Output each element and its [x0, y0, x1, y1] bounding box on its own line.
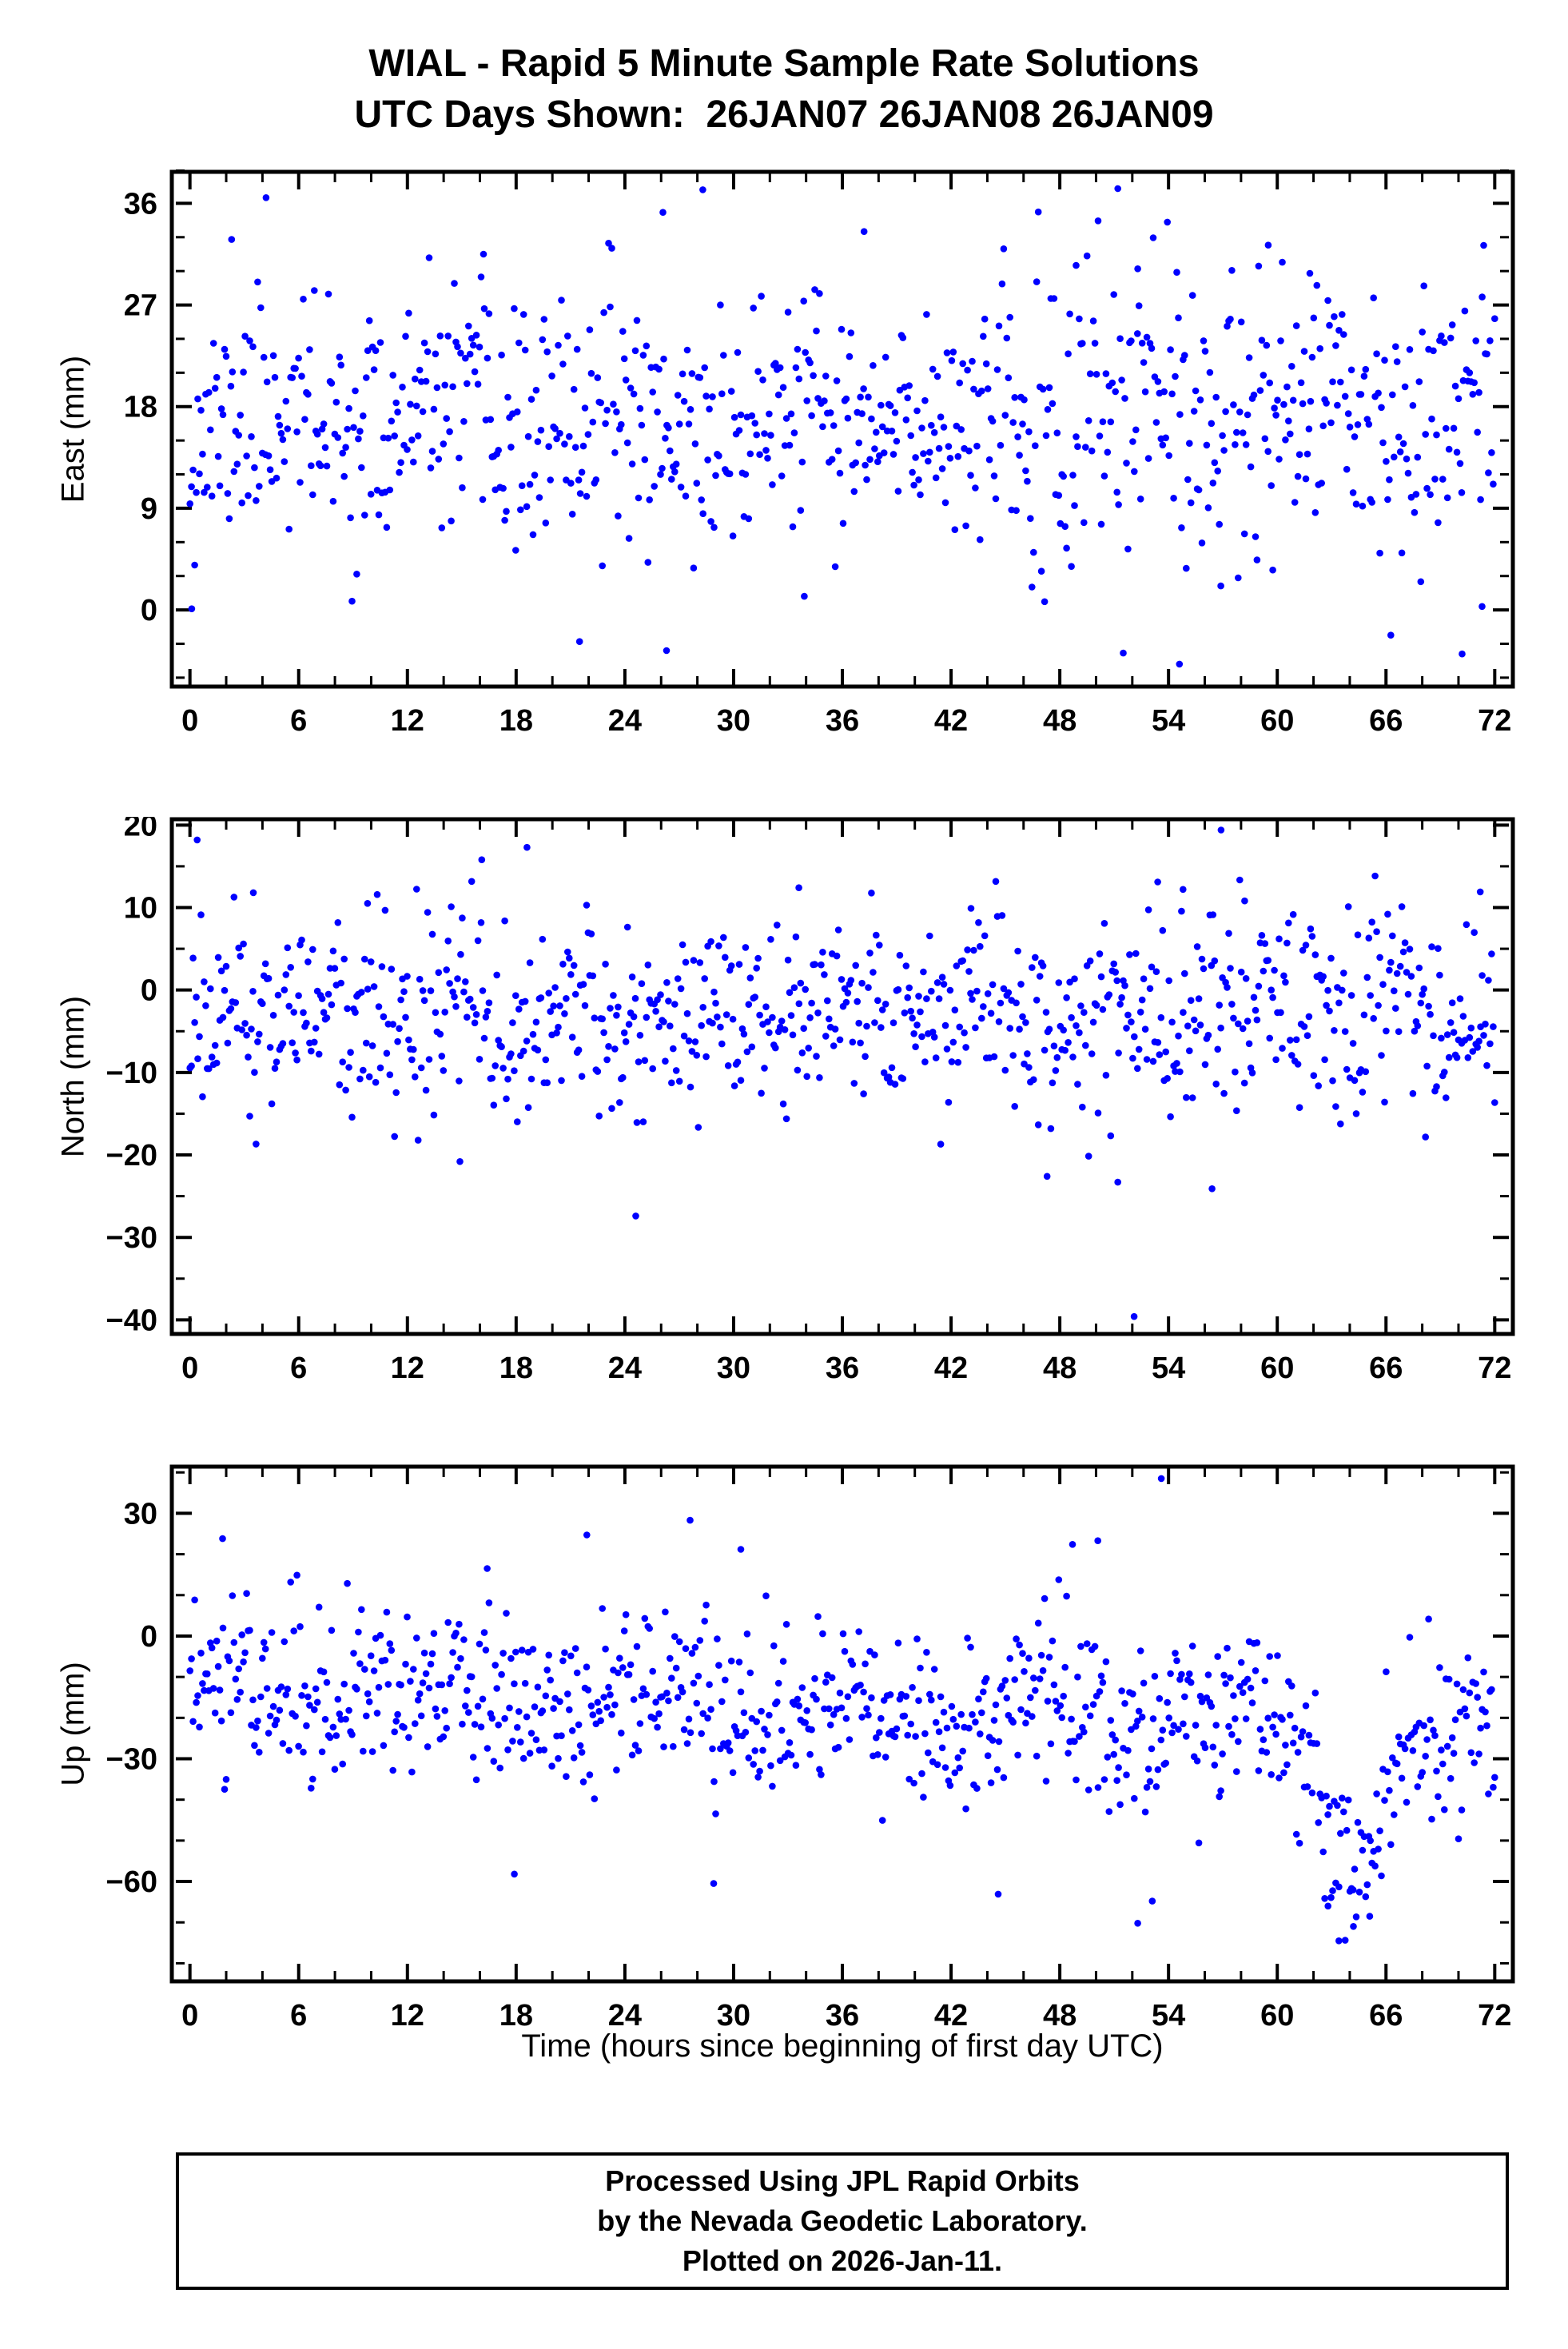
svg-text:48: 48 — [1043, 1999, 1077, 2032]
svg-text:12: 12 — [391, 704, 424, 738]
chart-title-line1: WIAL - Rapid 5 Minute Sample Rate Soluti… — [368, 42, 1200, 85]
up-scatter-svg: 0 6 12 18 24 30 36 42 48 54 60 66 72 −60 −30 0 30 — [106, 1464, 1515, 2032]
svg-text:6: 6 — [290, 704, 307, 738]
svg-text:54: 54 — [1152, 1352, 1185, 1385]
svg-text:30: 30 — [717, 1999, 750, 2032]
chart-title-line2: UTC Days Shown: 26JAN07 26JAN08 26JAN09 — [354, 94, 1214, 136]
plot-frame — [169, 169, 1515, 689]
east-scatter-panel: 0 6 12 18 24 30 36 42 48 54 60 66 72 0 9 18 27 36 — [0, 168, 1568, 757]
svg-text:9: 9 — [141, 492, 157, 526]
svg-text:−30: −30 — [106, 1743, 157, 1777]
svg-text:0: 0 — [141, 974, 157, 1008]
svg-text:72: 72 — [1478, 1352, 1511, 1385]
svg-text:−20: −20 — [106, 1139, 157, 1173]
svg-text:27: 27 — [124, 289, 157, 323]
axis-ticks — [176, 168, 1509, 685]
svg-text:60: 60 — [1260, 704, 1294, 738]
svg-text:24: 24 — [608, 1352, 642, 1385]
svg-text:48: 48 — [1043, 1352, 1077, 1385]
svg-text:−30: −30 — [106, 1221, 157, 1255]
east-scatter-svg: 0 6 12 18 24 30 36 42 48 54 60 66 72 0 9 18 27 36 — [124, 168, 1515, 738]
svg-text:−60: −60 — [106, 1865, 157, 1899]
svg-text:30: 30 — [124, 1497, 157, 1531]
axis-ticks — [176, 821, 1509, 1332]
svg-text:66: 66 — [1369, 704, 1403, 738]
svg-text:6: 6 — [290, 1352, 307, 1385]
tick-labels: 0 6 12 18 24 30 36 42 48 54 60 66 72 −40 −30 −20 −10 0 10 2… — [106, 809, 1512, 1385]
svg-text:0: 0 — [181, 1352, 198, 1385]
svg-text:24: 24 — [608, 704, 642, 738]
svg-text:30: 30 — [717, 704, 750, 738]
east-axis-label: East (mm) — [55, 355, 91, 504]
up-axis-label: Up (mm) — [55, 1662, 91, 1786]
svg-text:54: 54 — [1152, 1999, 1185, 2032]
scatter-points — [186, 1475, 1498, 1945]
svg-text:72: 72 — [1478, 1999, 1511, 2032]
svg-text:0: 0 — [181, 704, 198, 738]
svg-text:12: 12 — [391, 1352, 424, 1385]
svg-text:42: 42 — [934, 1352, 968, 1385]
svg-text:18: 18 — [499, 1999, 533, 2032]
svg-text:42: 42 — [934, 704, 968, 738]
plot-frame — [169, 1464, 1515, 1984]
svg-text:66: 66 — [1369, 1999, 1403, 2032]
svg-text:66: 66 — [1369, 1352, 1403, 1385]
svg-text:60: 60 — [1260, 1352, 1294, 1385]
svg-text:18: 18 — [499, 1352, 533, 1385]
footer-line3: Plotted on 2026-Jan-11. — [682, 2244, 1003, 2277]
scatter-points — [186, 185, 1498, 668]
svg-text:10: 10 — [124, 891, 157, 925]
svg-text:60: 60 — [1260, 1999, 1294, 2032]
svg-text:72: 72 — [1478, 704, 1511, 738]
svg-text:36: 36 — [826, 704, 859, 738]
svg-text:18: 18 — [499, 704, 533, 738]
footer-line1: Processed Using JPL Rapid Orbits — [605, 2164, 1080, 2197]
svg-text:−40: −40 — [106, 1304, 157, 1337]
svg-text:48: 48 — [1043, 704, 1077, 738]
x-axis-label: Time (hours since beginning of first day… — [521, 2029, 1164, 2064]
north-axis-label: North (mm) — [55, 995, 91, 1158]
footer-line2: by the Nevada Geodetic Laboratory. — [597, 2204, 1088, 2237]
svg-text:12: 12 — [391, 1999, 424, 2032]
north-scatter-panel: 0 6 12 18 24 30 36 42 48 54 60 66 72 −40 −30 −20 −10 0 10 2… — [0, 809, 1568, 1404]
svg-text:54: 54 — [1152, 704, 1185, 738]
svg-text:36: 36 — [826, 1999, 859, 2032]
svg-text:36: 36 — [124, 187, 157, 221]
footer-box: Processed Using JPL Rapid Orbits by the … — [176, 2152, 1509, 2290]
axis-ticks — [176, 1468, 1509, 1980]
svg-text:36: 36 — [826, 1352, 859, 1385]
scatter-points — [186, 826, 1498, 1320]
svg-text:18: 18 — [124, 391, 157, 424]
up-scatter-panel: 0 6 12 18 24 30 36 42 48 54 60 66 72 −60 −30 0 30 — [0, 1464, 1568, 2052]
svg-text:0: 0 — [141, 594, 157, 627]
svg-text:0: 0 — [141, 1620, 157, 1654]
svg-text:0: 0 — [181, 1999, 198, 2032]
plot-frame — [169, 817, 1515, 1336]
svg-text:−10: −10 — [106, 1057, 157, 1090]
svg-text:20: 20 — [124, 817, 157, 842]
svg-text:6: 6 — [290, 1999, 307, 2032]
svg-text:24: 24 — [608, 1999, 642, 2032]
tick-labels: 0 6 12 18 24 30 36 42 48 54 60 66 72 −60 −30 0 30 — [106, 1497, 1512, 2032]
tick-labels: 0 6 12 18 24 30 36 42 48 54 60 66 72 0 9 18 27 36 — [124, 187, 1512, 738]
svg-text:30: 30 — [717, 1352, 750, 1385]
svg-text:42: 42 — [934, 1999, 968, 2032]
north-scatter-svg: 0 6 12 18 24 30 36 42 48 54 60 66 72 −40 −30 −20 −10 0 10 2… — [106, 809, 1515, 1385]
